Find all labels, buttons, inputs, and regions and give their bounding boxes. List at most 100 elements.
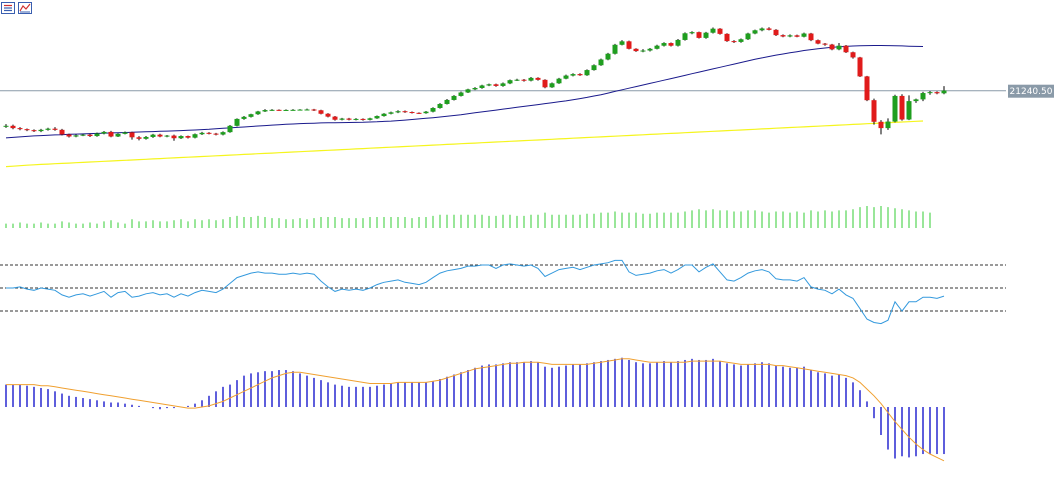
candle bbox=[556, 77, 562, 84]
candle-body bbox=[458, 92, 464, 96]
candle bbox=[388, 111, 394, 115]
candle bbox=[703, 31, 709, 39]
candle bbox=[52, 127, 58, 131]
candle-body bbox=[437, 103, 443, 108]
candle bbox=[906, 95, 912, 121]
candle bbox=[836, 43, 842, 51]
candle bbox=[416, 112, 422, 114]
candle bbox=[423, 110, 429, 114]
candle-body bbox=[52, 128, 58, 130]
candle bbox=[927, 90, 933, 95]
candle-body bbox=[108, 131, 114, 137]
candle-body bbox=[38, 129, 44, 132]
candle-body bbox=[619, 41, 625, 45]
candle-body bbox=[745, 33, 751, 40]
candle bbox=[108, 130, 114, 138]
candle bbox=[633, 48, 639, 52]
candle-body bbox=[395, 111, 401, 113]
candle-body bbox=[689, 32, 695, 34]
candle bbox=[941, 86, 947, 95]
candle bbox=[332, 116, 338, 121]
candle bbox=[311, 108, 317, 111]
candle-body bbox=[570, 74, 576, 76]
candle bbox=[815, 39, 821, 45]
candle bbox=[465, 88, 471, 94]
candle bbox=[115, 133, 121, 137]
candle-body bbox=[878, 121, 884, 129]
candle-body bbox=[290, 109, 296, 111]
candle bbox=[577, 73, 583, 76]
candle-body bbox=[388, 112, 394, 114]
candle bbox=[430, 107, 436, 113]
candle bbox=[549, 82, 555, 88]
candle-body bbox=[423, 111, 429, 114]
candle-body bbox=[31, 130, 37, 132]
candle bbox=[31, 129, 37, 133]
candle bbox=[731, 40, 737, 43]
candle-body bbox=[416, 112, 422, 114]
macd-signal-path bbox=[6, 358, 945, 462]
candle-body bbox=[241, 116, 247, 119]
candle bbox=[787, 34, 793, 38]
candle bbox=[213, 132, 219, 136]
candle-body bbox=[892, 95, 898, 122]
candle-body bbox=[731, 41, 737, 43]
current-price-label-box bbox=[1008, 84, 1054, 98]
candle bbox=[689, 31, 695, 35]
candle bbox=[227, 125, 233, 133]
candle bbox=[178, 135, 184, 140]
candle-body bbox=[157, 134, 163, 137]
candle bbox=[591, 64, 597, 71]
candle-body bbox=[171, 135, 177, 139]
candle-body bbox=[444, 99, 450, 104]
candle bbox=[136, 136, 142, 141]
candle bbox=[66, 133, 72, 138]
macd-signal-line bbox=[6, 358, 945, 462]
candle bbox=[374, 115, 380, 119]
candle-body bbox=[150, 134, 156, 137]
candle-body bbox=[514, 79, 520, 81]
candle bbox=[304, 108, 310, 111]
candle-body bbox=[780, 35, 786, 37]
candle-body bbox=[255, 111, 261, 115]
candle-body bbox=[465, 89, 471, 93]
candle-body bbox=[927, 92, 933, 94]
candle-body bbox=[164, 135, 170, 137]
candle-body bbox=[717, 28, 723, 34]
candle bbox=[45, 127, 51, 131]
candle-body bbox=[836, 45, 842, 50]
candle bbox=[87, 133, 93, 137]
indicator-list-icon[interactable] bbox=[18, 2, 32, 14]
candle-body bbox=[206, 132, 212, 134]
candle bbox=[122, 131, 128, 135]
candle bbox=[507, 79, 513, 85]
candle bbox=[675, 39, 681, 47]
candle bbox=[738, 38, 744, 43]
candle-body bbox=[178, 136, 184, 139]
candle bbox=[157, 133, 163, 138]
candle bbox=[745, 32, 751, 40]
candle bbox=[395, 110, 401, 114]
candle-body bbox=[913, 99, 919, 102]
candle bbox=[234, 118, 240, 127]
candle bbox=[493, 83, 499, 87]
candle-body bbox=[80, 134, 86, 136]
chart-list-icon[interactable] bbox=[1, 2, 15, 14]
candle-body bbox=[773, 29, 779, 36]
candle-body bbox=[598, 59, 604, 66]
candle bbox=[472, 87, 478, 91]
candle bbox=[10, 124, 16, 130]
candle bbox=[920, 91, 926, 102]
candle bbox=[661, 42, 667, 47]
candle-body bbox=[647, 48, 653, 51]
candle bbox=[248, 113, 254, 118]
candle bbox=[241, 116, 247, 120]
macd-histogram bbox=[5, 357, 945, 459]
candle-body bbox=[535, 77, 541, 80]
candle bbox=[59, 128, 65, 136]
candle-body bbox=[864, 76, 870, 101]
candle-body bbox=[528, 77, 534, 81]
candle-body bbox=[66, 134, 72, 137]
candle bbox=[444, 99, 450, 105]
